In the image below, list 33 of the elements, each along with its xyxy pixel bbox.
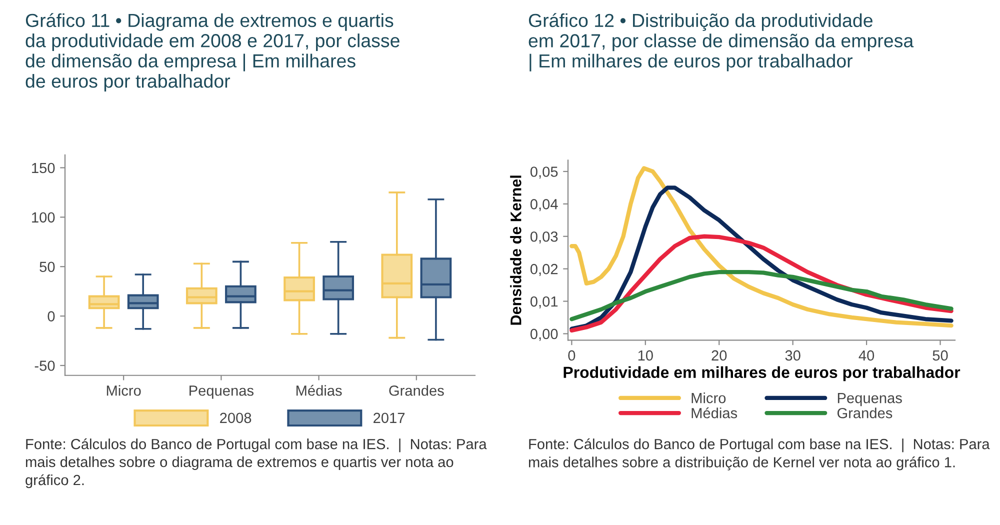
x-tick-label: 50 bbox=[932, 350, 948, 361]
y-tick-label: 100 bbox=[32, 212, 55, 223]
x-tick-label: Micro bbox=[106, 385, 141, 396]
legend-label: 2008 bbox=[220, 412, 252, 424]
legend-label: Médias bbox=[692, 407, 738, 418]
y-tick-label: 0,03 bbox=[530, 231, 558, 244]
x-tick-label: 10 bbox=[638, 350, 653, 361]
line-series bbox=[570, 270, 954, 322]
y-tick-label: 0,05 bbox=[530, 166, 558, 179]
x-tick-label: 20 bbox=[712, 350, 727, 361]
y-tick-label: 0,01 bbox=[530, 296, 558, 308]
x-tick-label: Pequenas bbox=[190, 386, 254, 399]
y-tick-label: 150 bbox=[32, 162, 55, 174]
legend-label: 2017 bbox=[374, 412, 405, 424]
source-note: Fonte: Cálculos do Banco de Portugal com base na IES. | Notas: Para mais detalhes sobre a distribuição de Kernel ver nota ao gráfico 1. bbox=[528, 438, 990, 470]
x-tick-label: 0 bbox=[568, 350, 576, 361]
x-tick-label: 40 bbox=[858, 350, 874, 361]
x-axis-title: Produtividade em milhares de euros por trabalhador bbox=[564, 366, 960, 382]
y-axis-title: Densidade de Kernel bbox=[510, 176, 522, 325]
y-tick-label: 0,00 bbox=[530, 328, 558, 341]
y-tick-label: 0,04 bbox=[530, 199, 558, 212]
x-tick-label: 30 bbox=[785, 350, 800, 361]
chart-title: Gráfico 12 • Distribuição da produtividade em 2017, por classe de dimensão da empresa | Em milhares de euros por trabalhador bbox=[528, 13, 914, 72]
y-tick-label: 50 bbox=[40, 262, 55, 272]
legend-label: Micro bbox=[692, 392, 726, 404]
y-tick-label: 0 bbox=[48, 311, 55, 322]
x-tick-label: Médias bbox=[296, 384, 342, 396]
legend-label: Grandes bbox=[837, 408, 892, 418]
chart-title: Gráfico 11 • Diagrama de extremos e quartis da produtividade em 2008 e 2017, por classe de dimensão da empresa | Em milhares de euros por trabalhador bbox=[26, 13, 400, 92]
x-tick-label: Grandes bbox=[389, 385, 444, 396]
y-tick-label: 0,02 bbox=[530, 264, 558, 276]
source-note: Fonte: Cálculos do Banco de Portugal com base na IES. | Notas: Para mais detalhes sobre o diagrama de extremos e quartis ver nota ao gráfico 2. bbox=[26, 438, 487, 488]
y-tick-label: -50 bbox=[34, 360, 55, 371]
